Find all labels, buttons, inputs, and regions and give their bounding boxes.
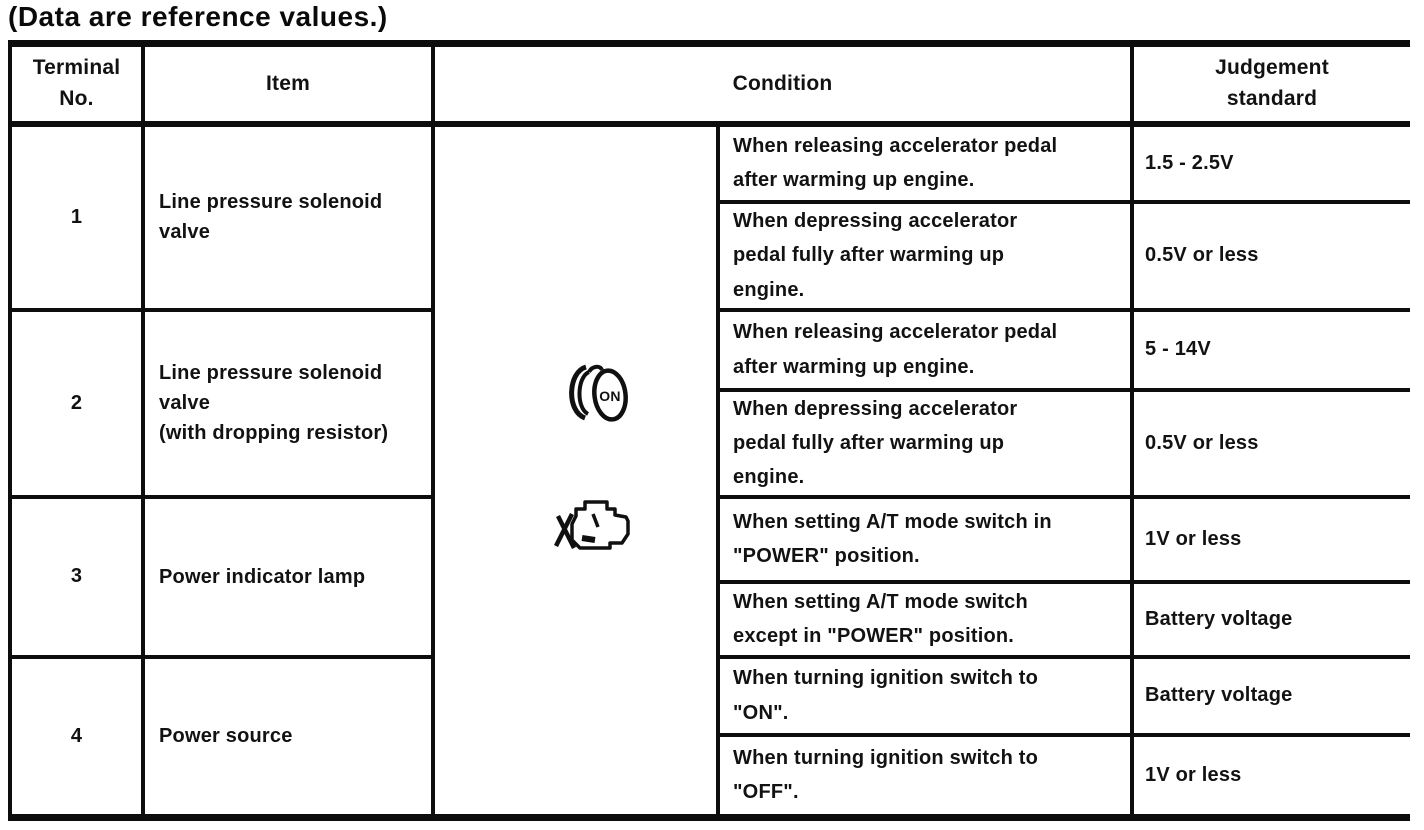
cell-standard-3a: 1V or less <box>1130 494 1410 584</box>
cell-condition-2a: When releasing accelerator pedal after w… <box>716 307 1134 392</box>
engine-icon <box>551 495 639 563</box>
cell-item-4: Power source <box>141 654 435 820</box>
cell-standard-2b: 0.5V or less <box>1130 387 1410 499</box>
cell-standard-2a: 5 - 14V <box>1130 307 1410 392</box>
cell-condition-3a: When setting A/T mode switch in "POWER" … <box>716 494 1134 584</box>
cell-standard-1a: 1.5 - 2.5V <box>1130 121 1410 204</box>
col-header-terminal-no: Terminal No. <box>8 41 145 127</box>
cell-terminal-3: 3 <box>8 494 145 659</box>
cell-standard-1b: 0.5V or less <box>1130 199 1410 312</box>
cell-condition-2b: When depressing accelerator pedal fully … <box>716 387 1134 499</box>
cell-item-1: Line pressure solenoid valve <box>141 121 435 312</box>
cell-standard-4a: Battery voltage <box>1130 654 1410 737</box>
cell-condition-3b: When setting A/T mode switch except in "… <box>716 579 1134 659</box>
cell-standard-3b: Battery voltage <box>1130 579 1410 659</box>
ignition-switch-on-icon: ON <box>555 359 635 433</box>
cell-terminal-4: 4 <box>8 654 145 820</box>
col-header-judgement-standard: Judgement standard <box>1130 41 1410 127</box>
cell-condition-1b: When depressing accelerator pedal fully … <box>716 199 1134 312</box>
cell-condition-4a: When turning ignition switch to "ON". <box>716 654 1134 737</box>
cell-standard-4b: 1V or less <box>1130 732 1410 820</box>
cell-terminal-2: 2 <box>8 307 145 499</box>
cell-condition-1a: When releasing accelerator pedal after w… <box>716 121 1134 204</box>
reference-values-table: Terminal No. Item Condition Judgement st… <box>8 40 1410 822</box>
ignition-on-label: ON <box>599 388 620 404</box>
col-header-item: Item <box>141 41 435 127</box>
cell-item-2: Line pressure solenoid valve (with dropp… <box>141 307 435 499</box>
col-header-condition: Condition <box>431 41 1134 127</box>
condition-icon-cell: ON <box>431 121 720 820</box>
cell-condition-4b: When turning ignition switch to "OFF". <box>716 732 1134 820</box>
cell-terminal-1: 1 <box>8 121 145 312</box>
page-title: (Data are reference values.) <box>8 1 388 32</box>
cell-item-3: Power indicator lamp <box>141 494 435 659</box>
